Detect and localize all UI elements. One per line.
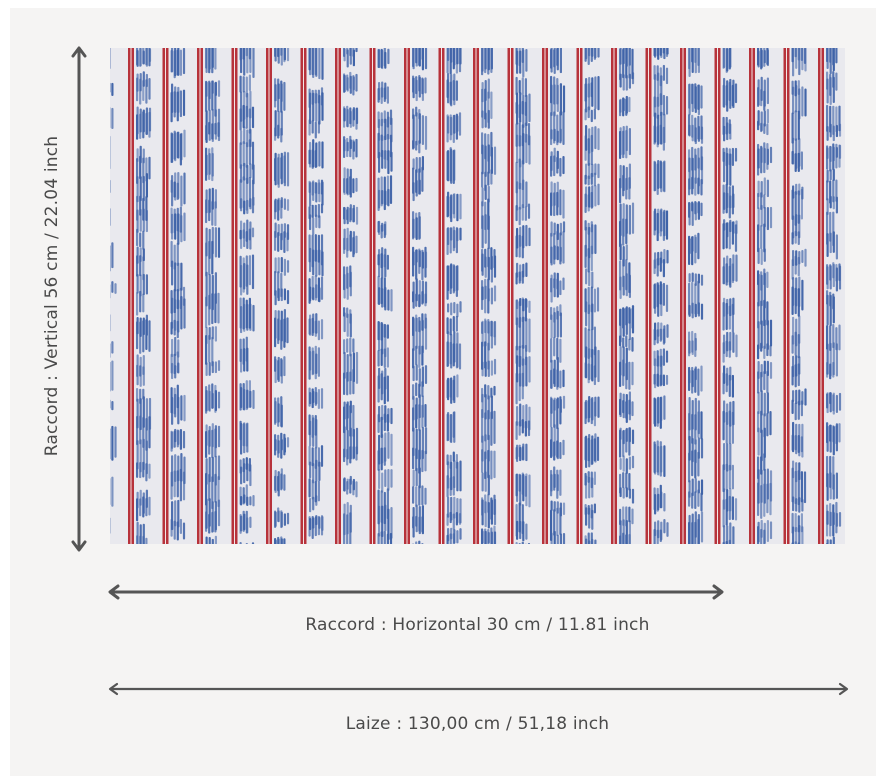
vertical-repeat-label: Raccord : Vertical 56 cm / 22.04 inch xyxy=(42,135,62,457)
horizontal-repeat-label: Raccord : Horizontal 30 cm / 11.81 inch xyxy=(305,615,650,635)
fabric-width-label: Laize : 130,00 cm / 51,18 inch xyxy=(345,714,610,734)
vertical-repeat-arrow-icon xyxy=(71,46,87,552)
fabric-width-arrow-icon xyxy=(108,682,849,696)
horizontal-repeat-arrow-icon xyxy=(108,584,724,600)
fabric-swatch-image xyxy=(110,48,845,544)
